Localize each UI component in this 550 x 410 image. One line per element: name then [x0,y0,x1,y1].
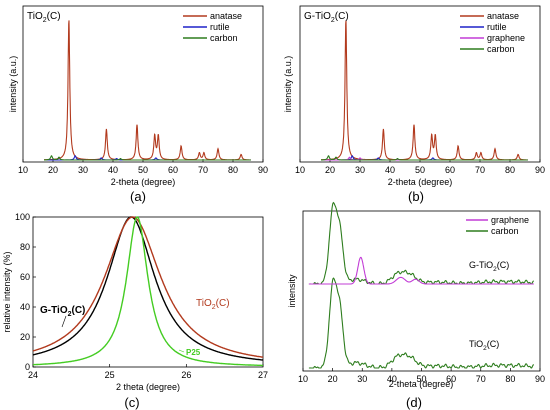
panel-d-x-tick-label: 30 [357,374,367,384]
panel-c-y-tick-label: 100 [15,212,30,222]
panel-a-x-tick-label: 40 [108,165,118,175]
panel-d-x-tick-label: 90 [535,374,545,384]
panel-b-y-axis-label: intensity (a.u.) [283,56,293,113]
panel-c-x-tick-label: 24 [28,370,38,380]
panel-c-series-G-TiO2(C) [32,216,264,361]
panel-d-x-ticks: 10 20 30 40 50 60 70 80 90 [298,368,545,384]
panel-b-x-tick-label: 30 [355,165,365,175]
annotation-p25: P25 [186,348,201,357]
panel-a-x-axis-label: 2-theta (degree) [111,177,176,187]
panel-label-d: (d) [406,395,422,410]
panel-a-x-tick-label: 50 [138,165,148,175]
panel-a-title: TiO2(C) [27,11,61,24]
panel-label-a: (a) [130,189,146,204]
panel-a-plot-frame [22,5,264,163]
panel-d-x-tick-label: 80 [505,374,515,384]
panel-b-x-tick-label: 10 [295,165,305,175]
panel-a-series [44,20,251,161]
panel-c-chart: 24 25 26 27 0 20 40 60 80 100 relative intensity … [2,212,268,410]
panel-c-y-tick-label: 0 [25,362,30,372]
panel-c-y-axis-label: relative intensity (%) [2,251,12,332]
panel-a-y-axis-label: intensity (a.u.) [8,56,18,113]
panel-b-x-tick-label: 40 [385,165,395,175]
panel-a-x-tick-label: 80 [228,165,238,175]
panel-d-x-tick-label: 40 [387,374,397,384]
panel-a-x-tick-label: 60 [168,165,178,175]
panel-c-axis-ticks: 24 25 26 27 0 20 40 60 80 100 [15,212,268,380]
annotation-tio2-c: TiO2(C) [196,298,230,311]
panel-d-x-tick-label: 50 [416,374,426,384]
panel-d-x-tick-label: 70 [476,374,486,384]
trace-label-g-tio2: G-TiO2(C) [469,260,509,273]
panel-d-series-carbon-bottom [308,277,534,369]
panel-a-legend-label-rutile: rutile [210,22,230,32]
panel-c-x-tick-label: 26 [181,370,191,380]
panel-b-chart: 10 20 30 40 50 60 70 80 90 G-TiO2(C) intensity (… [283,5,545,204]
panel-d-series [308,201,534,369]
panel-d-x-axis-label: 2-theta (degree) [389,379,454,389]
panel-b-x-tick-label: 70 [475,165,485,175]
panel-c-y-tick-label: 40 [20,302,30,312]
panel-c-y-tick-label: 80 [20,242,30,252]
panel-b-title: G-TiO2(C) [304,11,349,24]
panel-b-series-carbon [321,155,528,161]
panel-a-legend-label-anatase: anatase [210,11,242,21]
panel-d-series-graphene-top [308,256,534,285]
panel-a-series-carbon [44,155,251,161]
panel-d-x-tick-label: 20 [328,374,338,384]
panel-d-chart: 10 20 30 40 50 60 70 80 90 intensity 2-theta (de… [287,201,545,410]
panel-label-c: (c) [124,395,139,410]
panel-label-b: (b) [408,189,424,204]
panel-b-series [321,20,528,161]
panel-d-y-axis-label: intensity [287,274,297,308]
panel-b-legend-label-carbon: carbon [487,44,515,54]
panel-c-y-tick-label: 60 [20,272,30,282]
panel-d-legend-label-carbon: carbon [491,226,519,236]
panel-c-series [32,216,264,367]
panel-a-x-tick-label: 20 [48,165,58,175]
panel-b-legend-label-rutile: rutile [487,22,507,32]
panel-d-x-tick-label: 60 [446,374,456,384]
panel-c-series-P25 [33,216,263,367]
panel-b-x-tick-label: 60 [445,165,455,175]
panel-a-series-anatase [44,20,251,161]
panel-b-x-tick-label: 50 [415,165,425,175]
panel-a-legend-label-carbon: carbon [210,33,238,43]
panel-c-x-tick-label: 27 [258,370,268,380]
panel-b-x-axis-label: 2-theta (degree) [388,177,453,187]
panel-b-legend-label-anatase: anatase [487,11,519,21]
panel-c-series-TiO2(C) [32,216,264,358]
panel-b-legend-label-graphene: graphene [487,33,525,43]
panel-b-x-tick-label: 20 [325,165,335,175]
panel-a-x-tick-label: 90 [258,165,268,175]
panel-d-series-carbon-top [308,201,534,285]
panel-a-x-ticks: 10 20 30 40 50 60 70 80 90 [18,159,268,175]
annotation-p25-arrow [178,349,185,353]
panel-a-chart: 10 20 30 40 50 60 70 80 90 TiO2(C) intensity (a.… [8,5,268,204]
panel-b-series-anatase [321,20,528,161]
trace-label-tio2: TiO2(C) [469,339,499,352]
panel-d-legend-label-graphene: graphene [491,215,529,225]
panel-c-x-tick-label: 25 [105,370,115,380]
panel-b-x-tick-label: 90 [535,165,545,175]
panel-b-plot-frame [299,5,541,163]
panel-d-x-tick-label: 10 [298,374,308,384]
panel-a-x-tick-label: 10 [18,165,28,175]
panel-c-y-tick-label: 20 [20,332,30,342]
panel-c-x-axis-label: 2 theta (degree) [116,382,180,392]
panel-a-x-tick-label: 70 [198,165,208,175]
panel-b-x-tick-label: 80 [505,165,515,175]
panel-d-plot-frame [302,210,541,372]
annotation-g-tio2-c: G-TiO2(C) [40,305,85,318]
annotation-g-tio2-arrow [61,315,67,328]
panel-a-x-tick-label: 30 [78,165,88,175]
panel-c-plot-frame [32,216,264,368]
